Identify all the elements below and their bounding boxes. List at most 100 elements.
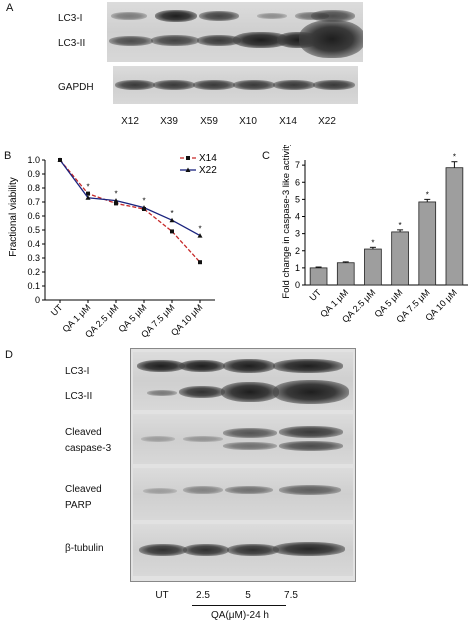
panel-a-letter: A [6,2,14,14]
panel-b-line-chart: Fractional viability 0 0.1 0.2 0.3 0.4 0.5 0.6… [8,153,217,340]
gapdh-band [233,80,275,90]
lc3-ii-band [151,35,199,46]
panel-c-y-tick-label: 1 [295,263,300,273]
panel-d-lane-label: 5 [245,590,251,601]
panel-a-lc3-i-label: LC3-I [58,13,83,24]
panel-a-lane-label: X14 [279,116,297,127]
panel-c-significance-mark: * [426,190,429,199]
panel-d-lc3-i-label: LC3-I [65,366,90,377]
panel-c-y-tick-label: 7 [295,160,300,170]
panel-b-data-point [86,191,90,196]
panel-c-significance-mark: * [399,221,402,230]
panel-d-caspase-blot [133,414,353,464]
panel-b-data-point [114,201,118,206]
gapdh-band [153,80,195,90]
panel-b-y-tick-label: 0.9 [27,169,40,179]
panel-d-lane-label: 2.5 [196,590,210,601]
panel-c-y-tick-label: 2 [295,246,300,256]
parp-band [143,488,177,494]
panel-b-data-point [169,217,175,223]
lc3-i-band [257,13,287,19]
lc3-ii-band [273,380,349,404]
panel-d-tubulin-blot [133,524,353,576]
panel-a-gapdh-label: GAPDH [58,82,94,93]
panel-b-significance-mark: * [198,225,201,234]
panel-b-series-line [59,159,201,263]
panel-b-series: * * * * * [57,157,203,265]
panel-b-y-tick-label: 0.3 [27,253,40,263]
lc3-ii-band [197,35,241,46]
panel-b-series-line [59,159,201,237]
panel-b-y-tick-label: 0.6 [27,211,40,221]
panel-c-y-tick-label: 5 [295,194,300,204]
tubulin-band [273,542,345,556]
gapdh-band [313,80,355,90]
lc3-i-band [137,360,185,372]
panel-d-treatment-label: QA(μM)-24 h [211,610,269,621]
panel-b-significance-mark: * [142,197,145,206]
lc3-i-band [273,359,343,373]
panel-b-y-tick-label: 0.2 [27,267,40,277]
panel-b-y-axis-label: Fractional viability [8,177,19,256]
panel-b-significance-mark: * [170,209,173,218]
panel-a-lane-label: X10 [239,116,257,127]
panel-d-parp-blot [133,468,353,520]
lc3-ii-band [221,382,279,402]
panel-d-letter: D [5,349,13,361]
panel-b-y-tick-label: 0.7 [27,197,40,207]
panel-c-bar [364,248,382,286]
lc3-i-band [111,12,147,20]
panel-c-bar [309,267,328,286]
parp-band [279,485,341,495]
panel-c-bar [445,167,464,286]
panel-d-lane-label: UT [155,590,169,601]
panel-b-significance-mark: * [86,183,89,192]
caspase-band [223,442,277,450]
gapdh-band [115,80,155,90]
panel-c-letter: C [262,150,270,162]
lc3-ii-band [233,32,289,48]
panel-b-y-tick-label: 0.1 [27,281,40,291]
panel-b-data-point [113,198,119,203]
lc3-i-band [155,10,197,22]
panel-c-bar [418,201,437,286]
panel-b-y-tick-label: 0 [35,295,40,305]
panel-c-significance-mark: * [371,238,374,247]
panel-b-significance-mark: * [114,190,117,199]
panel-b-data-point [85,195,91,200]
panel-c-x-tick-label: UT [307,287,323,303]
panel-c-bar [391,231,409,286]
panel-b-data-point [57,157,63,162]
panel-d-parp-label-2: PARP [65,500,92,511]
panel-b-x-tick-label: UT [49,302,65,318]
panel-d-lane-label: 7.5 [284,590,298,601]
panel-d-lc3-ii-label: LC3-II [65,391,93,402]
panel-d-tubulin-label: β-tubulin [65,543,104,554]
panel-c-y-tick-label: 6 [295,177,300,187]
parp-band [225,486,273,494]
panel-a-lane-label: X39 [160,116,178,127]
tubulin-band [183,544,229,556]
panel-c-y-axis-label: Fold change in caspase-3 like activity [281,145,292,299]
lc3-i-band [179,360,225,372]
panel-a-lane-label: X22 [318,116,336,127]
panel-d-casp-label-2: caspase-3 [65,443,112,454]
panel-b-data-point [197,233,203,238]
panel-c-y-tick-label: 3 [295,229,300,239]
panel-d-casp-label-1: Cleaved [65,427,102,438]
panel-a-lc3-ii-label: LC3-II [58,38,86,49]
panel-b-data-point [198,260,202,265]
panel-d-parp-label-1: Cleaved [65,484,102,495]
panel-c-bar [336,262,355,286]
caspase-band [279,426,343,438]
panel-b-y-tick-label: 0.5 [27,225,40,235]
lc3-ii-band [147,390,177,396]
panel-b-y-tick-label: 0.4 [27,239,40,249]
lc3-i-band [311,10,355,22]
lc3-i-band [223,359,275,373]
panel-d-treatment-bar [192,605,286,606]
panel-b-letter: B [4,150,12,162]
lc3-ii-band [299,20,363,58]
panel-a-lc3-blot [107,2,363,62]
